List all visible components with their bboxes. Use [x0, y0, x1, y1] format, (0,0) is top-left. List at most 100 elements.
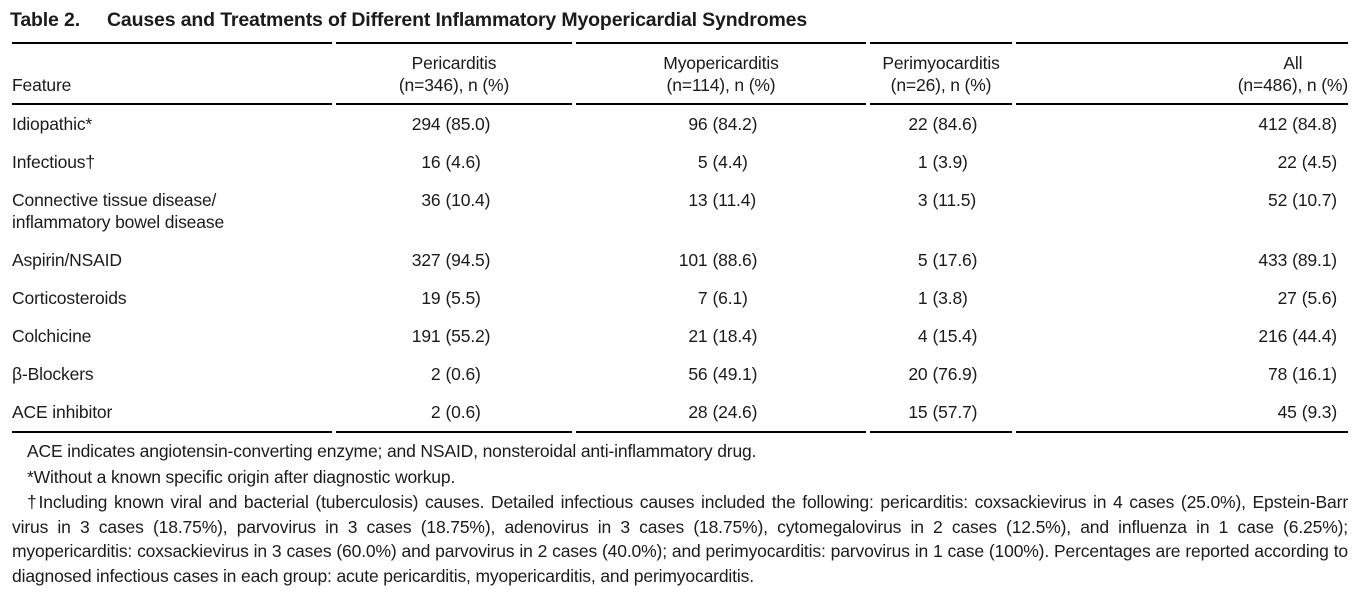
value-unit: 433 (89.1): [1258, 249, 1337, 271]
value-pct: (11.4): [712, 190, 757, 210]
value-n: 96: [688, 114, 708, 134]
value-unit: 22 (4.5): [1278, 151, 1338, 173]
value-n: 15: [908, 402, 928, 422]
feature-cell: Aspirin/NSAID: [12, 250, 122, 270]
value-cell: 15 (57.7): [870, 393, 1012, 433]
value-n: 433: [1258, 250, 1288, 270]
value-n: 216: [1258, 326, 1288, 346]
value-pct: (49.1): [712, 364, 758, 384]
value-n: 191: [411, 326, 441, 346]
value-cell: 3 (11.5): [870, 181, 1012, 241]
value-unit: 52 (10.7): [1268, 189, 1337, 211]
value-unit: 45 (9.3): [1278, 401, 1338, 423]
value-unit: 20 (76.9): [894, 363, 989, 385]
value-cell: 1 (3.9): [870, 143, 1012, 181]
value-n: 101: [678, 250, 708, 270]
column-header-all: All (n=486), n (%): [1016, 42, 1348, 105]
value-unit: 101 (88.6): [674, 249, 769, 271]
value-n: 1: [917, 288, 928, 308]
value-pct: (15.4): [932, 326, 978, 346]
value-pct: (5.6): [1301, 288, 1337, 308]
value-unit: 36 (10.4): [407, 189, 502, 211]
paper-table-page: Table 2. Causes and Treatments of Differe…: [8, 7, 1352, 586]
value-pct: (94.5): [445, 250, 491, 270]
value-cell: 13 (11.4): [576, 181, 866, 241]
value-pct: (44.4): [1292, 326, 1337, 346]
feature-cell: Connective tissue disease/ inflammatory …: [12, 190, 225, 232]
value-cell: 101 (88.6): [576, 241, 866, 279]
column-header-perimyocarditis: Perimyocarditis (n=26), n (%): [870, 42, 1012, 105]
value-cell: 22 (84.6): [870, 105, 1012, 143]
data-table: Feature Pericarditis (n=346), n (%) Myop…: [8, 42, 1352, 433]
value-cell: 96 (84.2): [576, 105, 866, 143]
value-n: 5: [917, 250, 928, 270]
value-unit: 21 (18.4): [674, 325, 769, 347]
value-n: 4: [917, 326, 928, 346]
value-unit: 191 (55.2): [407, 325, 502, 347]
value-pct: (57.7): [932, 402, 978, 422]
value-n: 412: [1258, 114, 1288, 134]
value-cell: 5 (4.4): [576, 143, 866, 181]
header-row: Feature Pericarditis (n=346), n (%) Myop…: [12, 42, 1348, 105]
value-cell: 1 (3.8): [870, 279, 1012, 317]
table-title: Table 2. Causes and Treatments of Differe…: [8, 7, 1352, 33]
value-pct: (18.4): [712, 326, 758, 346]
value-pct: (84.6): [932, 114, 978, 134]
header-sublabel: (n=114), n (%): [666, 74, 776, 95]
value-pct: (9.3): [1301, 402, 1337, 422]
value-unit: 412 (84.8): [1258, 113, 1337, 135]
value-pct: (4.6): [445, 152, 481, 172]
value-pct: (89.1): [1292, 250, 1337, 270]
header-label: All: [1283, 53, 1303, 73]
feature-cell: Idiopathic*: [12, 114, 93, 134]
value-n: 1: [917, 152, 928, 172]
table-row: Colchicine 191 (55.2) 21 (18.4) 4 (15.4) 21…: [12, 317, 1348, 355]
feature-cell: Corticosteroids: [12, 288, 127, 308]
table-row: Infectious† 16 (4.6) 5 (4.4) 1 (3.9) 22 (4.5…: [12, 143, 1348, 181]
header-sublabel: (n=26), n (%): [890, 74, 992, 95]
value-cell: 19 (5.5): [336, 279, 572, 317]
value-n: 2: [430, 364, 441, 384]
value-cell: 5 (17.6): [870, 241, 1012, 279]
value-n: 327: [411, 250, 441, 270]
footnote-asterisk: *Without a known specific origin after d…: [27, 466, 456, 487]
table-header: Feature Pericarditis (n=346), n (%) Myop…: [12, 42, 1348, 105]
value-pct: (84.8): [1292, 114, 1337, 134]
value-cell: 78 (16.1): [1016, 355, 1348, 393]
header-sublabel: (n=486), n (%): [1237, 74, 1348, 95]
header-block: All (n=486), n (%): [1238, 53, 1348, 96]
value-pct: (11.5): [932, 190, 977, 210]
value-cell: 7 (6.1): [576, 279, 866, 317]
value-n: 3: [917, 190, 928, 210]
table-row: Aspirin/NSAID 327 (94.5) 101 (88.6) 5 (17.6…: [12, 241, 1348, 279]
value-n: 21: [688, 326, 708, 346]
table-row: β-Blockers 2 (0.6) 56 (49.1) 20 (76.9) 78 (1…: [12, 355, 1348, 393]
value-pct: (0.6): [445, 364, 481, 384]
value-cell: 191 (55.2): [336, 317, 572, 355]
table-row: Connective tissue disease/ inflammatory …: [12, 181, 1348, 241]
value-cell: 433 (89.1): [1016, 241, 1348, 279]
value-pct: (17.6): [932, 250, 978, 270]
table-title-label: Table 2.: [10, 9, 80, 31]
header-sublabel: (n=346), n (%): [398, 74, 510, 95]
value-unit: 19 (5.5): [407, 287, 502, 309]
value-unit: 78 (16.1): [1268, 363, 1337, 385]
footnote-dagger: †Including known viral and bacterial (tu…: [12, 492, 1348, 586]
value-unit: 1 (3.8): [894, 287, 989, 309]
value-cell: 16 (4.6): [336, 143, 572, 181]
value-cell: 28 (24.6): [576, 393, 866, 433]
value-unit: 7 (6.1): [674, 287, 769, 309]
value-cell: 294 (85.0): [336, 105, 572, 143]
value-unit: 294 (85.0): [407, 113, 502, 135]
value-pct: (6.1): [712, 288, 748, 308]
table-row: ACE inhibitor 2 (0.6) 28 (24.6) 15 (57.7) 4…: [12, 393, 1348, 433]
table-row: Idiopathic* 294 (85.0) 96 (84.2) 22 (84.6) …: [12, 105, 1348, 143]
value-n: 28: [688, 402, 708, 422]
value-n: 36: [421, 190, 441, 210]
value-cell: 216 (44.4): [1016, 317, 1348, 355]
value-cell: 36 (10.4): [336, 181, 572, 241]
value-unit: 22 (84.6): [894, 113, 989, 135]
value-n: 27: [1277, 288, 1297, 308]
value-pct: (76.9): [932, 364, 978, 384]
value-unit: 96 (84.2): [674, 113, 769, 135]
